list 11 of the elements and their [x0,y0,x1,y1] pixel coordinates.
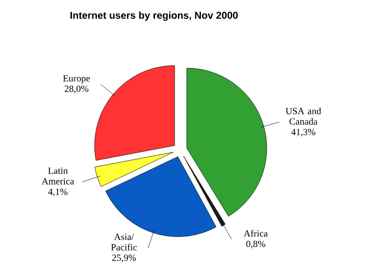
data-label: 28,0% [64,86,88,94]
slice-label: USA and Canada [286,108,322,125]
slice-label: Europe [63,75,90,84]
slice-label: Asia/ Pacific [111,234,137,250]
legend-label: Africa [244,230,268,237]
data-label: 41,3% [291,128,316,137]
data-label: 4,1% [48,188,68,196]
slice-label: Latin America [42,168,74,184]
data-label: 0,8% [246,240,266,248]
data-label: 25,9% [112,254,136,262]
chart-title: Internet users by regions, Nov 2000 [70,12,238,21]
